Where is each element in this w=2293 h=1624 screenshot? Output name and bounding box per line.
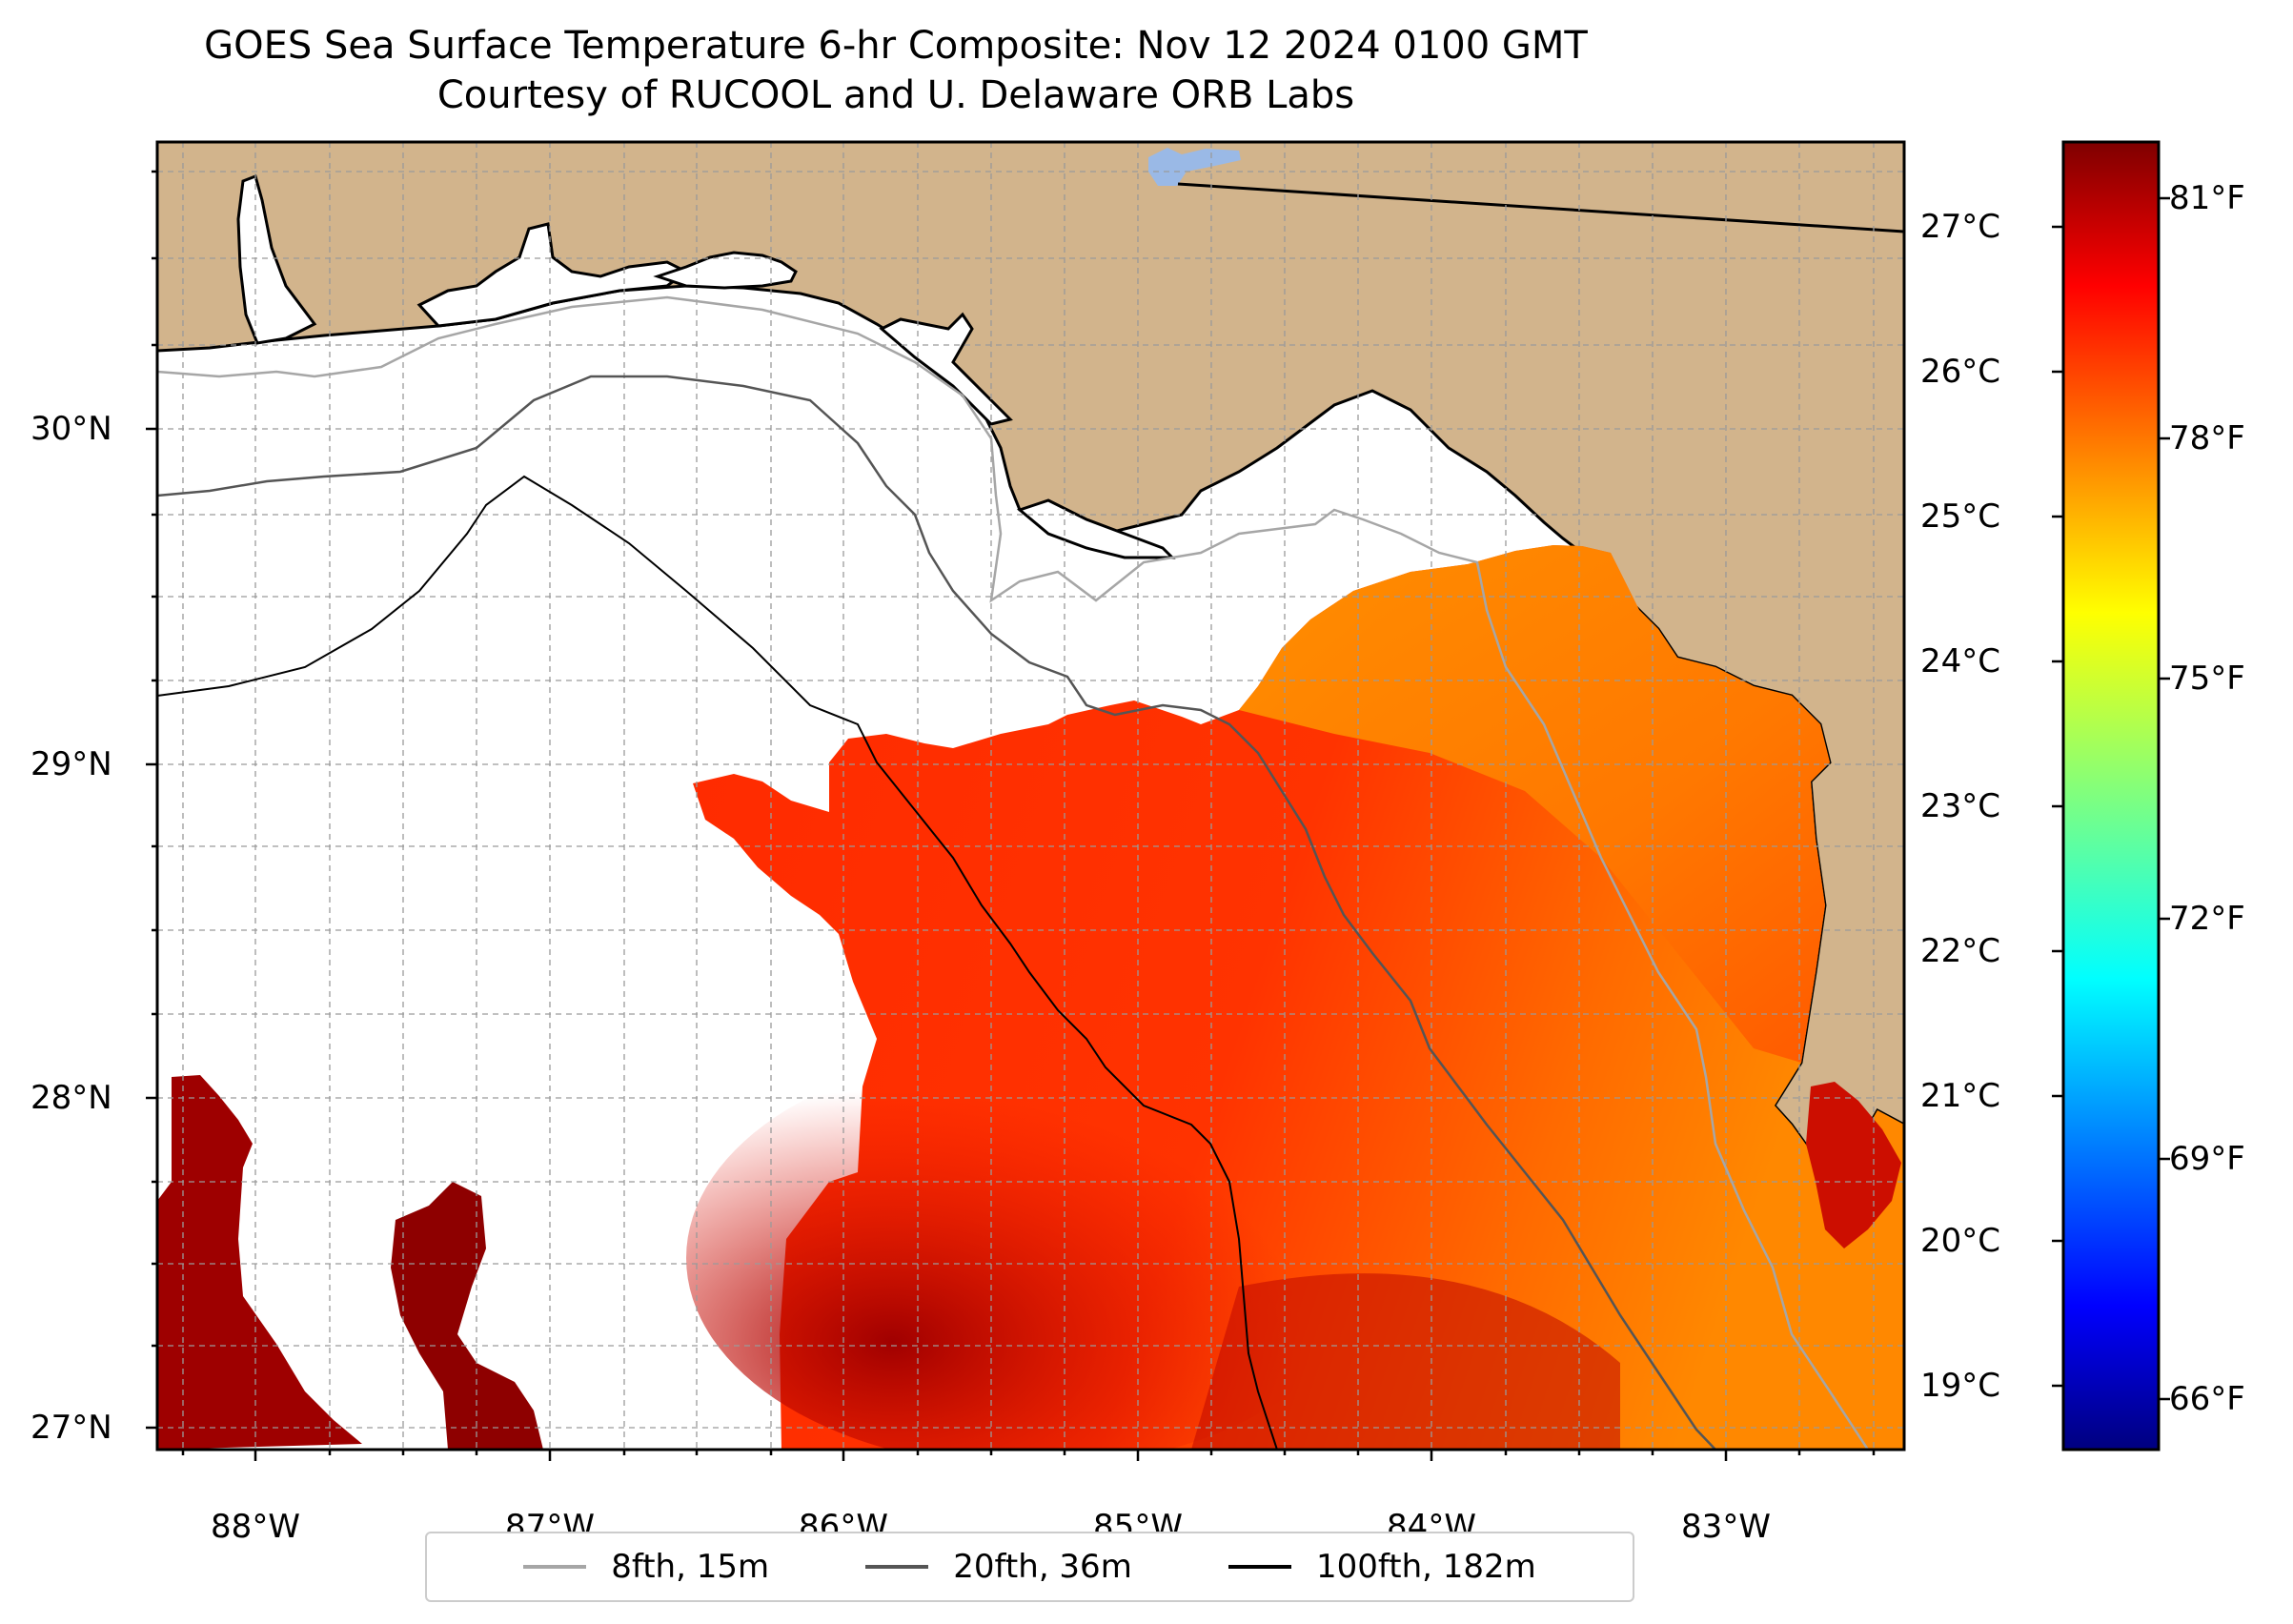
fahrenheit-tick-label: 75°F — [2169, 660, 2245, 698]
sst-patch-west-bay — [1806, 1082, 1901, 1248]
pensacola-bay — [416, 222, 689, 328]
title-line-1: GOES Sea Surface Temperature 6-hr Compos… — [204, 24, 1588, 68]
celsius-tick-label: 19°C — [1920, 1367, 2001, 1405]
state-boundary — [1177, 182, 1904, 233]
celsius-tick-label: 26°C — [1920, 353, 2001, 391]
celsius-tick-label: 20°C — [1920, 1222, 2001, 1260]
sst-deep-red-patch — [686, 1048, 1372, 1450]
colorbar — [2061, 140, 2161, 1451]
legend-swatch — [865, 1565, 929, 1569]
legend-item-8fth: 8fth, 15m — [523, 1548, 769, 1586]
legend-swatch — [523, 1565, 587, 1569]
sst-patch-west-1 — [157, 1075, 362, 1450]
axis-tick-marks — [146, 170, 1876, 1461]
celsius-tick-label: 21°C — [1920, 1077, 2001, 1115]
celsius-tick-label: 25°C — [1920, 497, 2001, 536]
lat-tick-label: 29°N — [30, 745, 112, 783]
legend-label: 100fth, 182m — [1316, 1548, 1536, 1586]
map-axes — [157, 142, 1904, 1450]
legend-label: 20fth, 36m — [953, 1548, 1132, 1586]
celsius-tick-label: 23°C — [1920, 787, 2001, 825]
isobath-100fth — [157, 475, 1278, 1450]
sst-nearshore-warm-band — [1239, 545, 1830, 1063]
isobath-8fth — [157, 295, 1870, 1450]
sst-deep-red-lower — [1191, 1273, 1620, 1450]
legend-item-20fth: 20fth, 36m — [865, 1548, 1132, 1586]
lat-tick-label: 27°N — [30, 1409, 112, 1447]
celsius-tick-label: 22°C — [1920, 932, 2001, 970]
st-andrew-bay — [879, 312, 1013, 426]
figure-title: GOES Sea Surface Temperature 6-hr Compos… — [0, 21, 1792, 120]
lon-tick-label: 83°W — [1681, 1508, 1771, 1546]
sst-patch-west-2 — [391, 1182, 543, 1450]
mobile-bay — [236, 174, 317, 345]
celsius-tick-label: 24°C — [1920, 642, 2001, 680]
choctawhatchee-bay — [653, 251, 798, 290]
fahrenheit-tick-label: 81°F — [2169, 179, 2245, 217]
legend-item-100fth: 100fth, 182m — [1228, 1548, 1536, 1586]
fahrenheit-tick-label: 66°F — [2169, 1380, 2245, 1418]
isobath-20fth — [157, 375, 1716, 1450]
fahrenheit-tick-label: 78°F — [2169, 419, 2245, 457]
lake — [1148, 148, 1241, 186]
title-line-2: Courtesy of RUCOOL and U. Delaware ORB L… — [436, 73, 1355, 117]
legend-swatch — [1228, 1565, 1292, 1569]
fahrenheit-tick-label: 72°F — [2169, 900, 2245, 938]
legend-label: 8fth, 15m — [611, 1548, 770, 1586]
lat-tick-label: 28°N — [30, 1079, 112, 1117]
apalachicola-bay — [1016, 498, 1176, 559]
colorbar-tick-marks — [2052, 196, 2170, 1401]
lat-lon-gridlines — [157, 142, 1904, 1450]
celsius-tick-label: 27°C — [1920, 208, 2001, 246]
fahrenheit-tick-label: 69°F — [2169, 1140, 2245, 1178]
isobath-legend: 8fth, 15m 20fth, 36m 100fth, 182m — [425, 1532, 1634, 1602]
lat-tick-label: 30°N — [30, 410, 112, 448]
map-frame — [155, 140, 1906, 1451]
lon-tick-label: 88°W — [211, 1508, 300, 1546]
